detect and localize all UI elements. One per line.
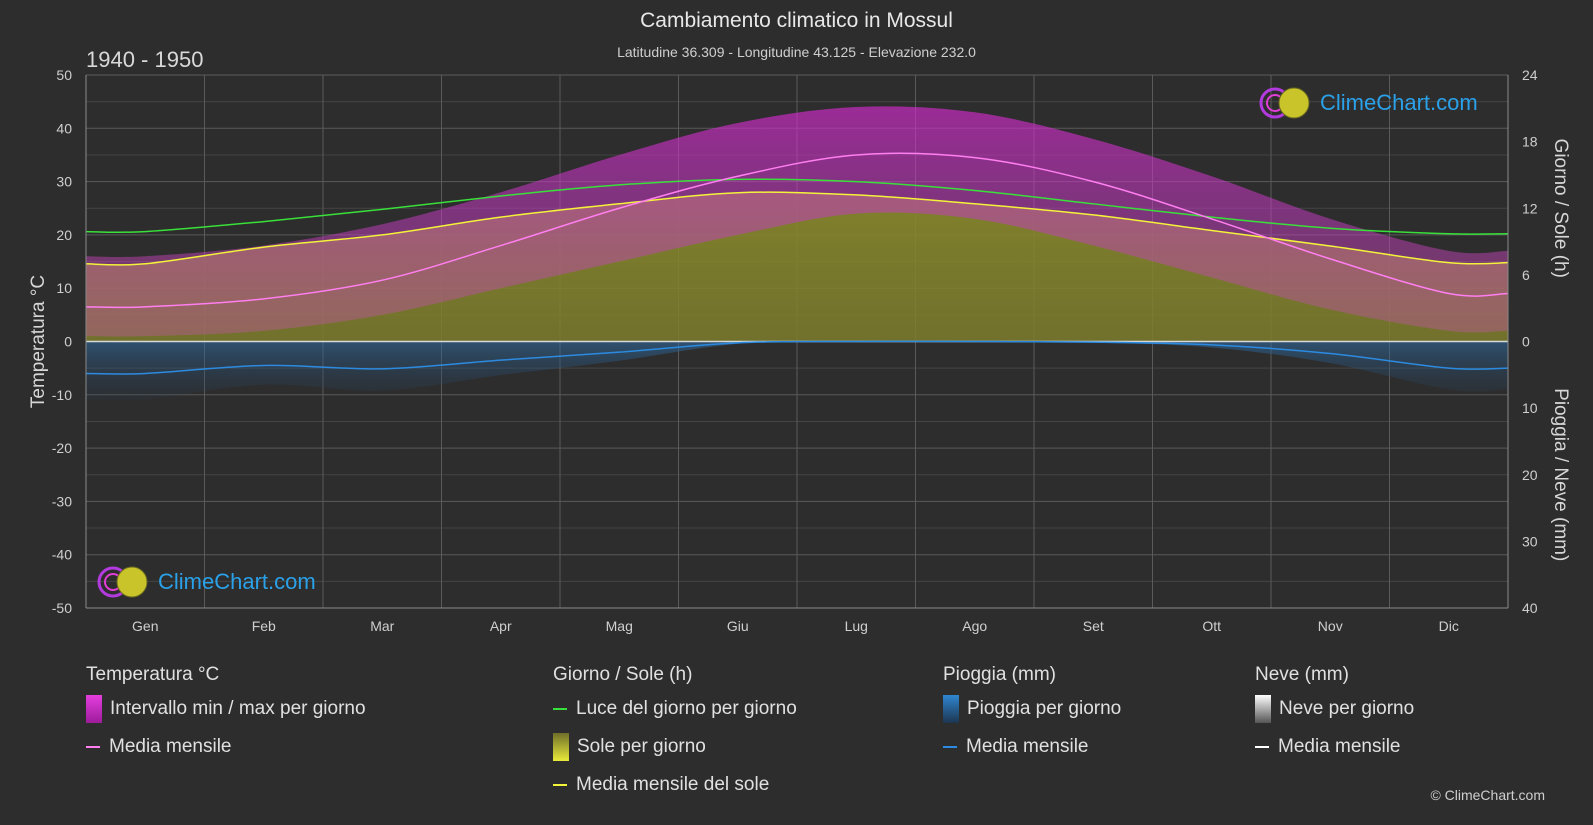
logo-top[interactable]: ClimeChart.com: [1258, 86, 1478, 120]
legend-item: Pioggia per giorno: [943, 690, 1121, 728]
legend-label: Media mensile: [109, 736, 232, 757]
plot-area: 50 40 30 20 10 0 -10 -20 -30 -40 -50 24 18 12 6 0 10 20 30…: [28, 67, 1571, 634]
right-tick-label-sun: 12: [1522, 200, 1538, 216]
left-tick-label: 10: [56, 280, 72, 296]
left-tick-label: 50: [56, 67, 72, 83]
month-label: Mar: [370, 618, 394, 634]
logo-bottom[interactable]: ClimeChart.com: [96, 565, 316, 599]
legend-label: Pioggia per giorno: [967, 698, 1122, 719]
right-tick-label-sun: 24: [1522, 67, 1538, 83]
left-tick-label: -20: [52, 440, 72, 456]
legend-snow: Neve (mm) Neve per giorno Media mensile: [1255, 664, 1414, 766]
rain-mean-line: [85, 340, 1509, 375]
sun-mean-swatch: [553, 784, 567, 786]
month-label: Ago: [962, 618, 987, 634]
legend-item: Media mensile del sole: [553, 766, 797, 804]
legend-item: Neve per giorno: [1255, 690, 1414, 728]
legend-title: Neve (mm): [1255, 664, 1349, 685]
left-tick-label: -50: [52, 600, 72, 616]
rain-swatch: [943, 695, 959, 723]
month-label: Ott: [1202, 618, 1221, 634]
daylight-swatch: [553, 708, 567, 710]
month-label: Lug: [845, 618, 868, 634]
right-tick-label-sun: 18: [1522, 134, 1538, 150]
snow-mean-swatch: [1255, 746, 1269, 748]
right-tick-label-precip: 10: [1522, 400, 1538, 416]
legend-label: Neve per giorno: [1279, 698, 1415, 719]
left-tick-label: -40: [52, 547, 72, 563]
snow-swatch: [1255, 695, 1271, 723]
legend-label: Media mensile: [1278, 736, 1401, 757]
legend-item: Sole per giorno: [553, 728, 797, 766]
left-tick-label: 0: [64, 334, 72, 350]
left-axis-title: Temperatura °C: [28, 275, 49, 408]
legend-item: Media mensile: [86, 728, 366, 766]
legend-item: Luce del giorno per giorno: [553, 690, 797, 728]
logo-text: ClimeChart.com: [158, 569, 316, 594]
left-tick-label: -30: [52, 493, 72, 509]
chart-title: Cambiamento climatico in Mossul: [640, 9, 953, 32]
period-label: 1940 - 1950: [86, 47, 204, 72]
sun-mean-line: [85, 191, 1509, 266]
legend-sun: Giorno / Sole (h) Luce del giorno per gi…: [553, 664, 797, 804]
logo-globe-icon: [1259, 87, 1310, 119]
left-tick-label: -10: [52, 387, 72, 403]
right-tick-label-precip: 30: [1522, 533, 1538, 549]
month-label: Nov: [1318, 618, 1343, 634]
legend-item: Media mensile: [1255, 728, 1414, 766]
right-bottom-axis-title: Pioggia / Neve (mm): [1550, 388, 1571, 561]
right-tick-label-precip: 40: [1522, 600, 1538, 616]
legend-item: Media mensile: [943, 728, 1121, 766]
left-tick-label: 40: [56, 120, 72, 136]
daylight-line: [85, 178, 1509, 235]
month-label: Feb: [252, 618, 276, 634]
temp-range-swatch: [86, 695, 102, 723]
legend-label: Luce del giorno per giorno: [576, 698, 797, 719]
month-label: Dic: [1439, 618, 1459, 634]
legend-label: Media mensile del sole: [576, 774, 770, 795]
logo-globe-icon: [97, 566, 148, 598]
right-tick-label-sun: 6: [1522, 267, 1530, 283]
rain-area: [86, 341, 1508, 401]
temperature-range-band: [86, 106, 1508, 337]
chart-subtitle: Latitudine 36.309 - Longitudine 43.125 -…: [617, 44, 976, 60]
legend-title: Temperatura °C: [86, 664, 220, 685]
legend-title: Pioggia (mm): [943, 664, 1056, 685]
temp-mean-swatch: [86, 746, 100, 748]
month-label: Gen: [132, 618, 158, 634]
temperature-mean-line: [85, 152, 1509, 309]
right-top-axis-title: Giorno / Sole (h): [1550, 139, 1571, 278]
month-label: Apr: [490, 618, 512, 634]
month-label: Mag: [606, 618, 633, 634]
right-tick-label-sun: 0: [1522, 334, 1530, 350]
sunshine-swatch: [553, 733, 569, 761]
month-label: Giu: [727, 618, 749, 634]
month-label: Set: [1083, 618, 1104, 634]
rain-mean-swatch: [943, 746, 957, 748]
right-tick-label-precip: 20: [1522, 467, 1538, 483]
legend-label: Sole per giorno: [577, 736, 706, 757]
legend-item: Intervallo min / max per giorno: [86, 690, 366, 728]
legend-label: Intervallo min / max per giorno: [110, 698, 366, 719]
legend-temperature: Temperatura °C Intervallo min / max per …: [86, 664, 366, 766]
left-tick-label: 30: [56, 174, 72, 190]
copyright: © ClimeChart.com: [1430, 787, 1545, 803]
left-tick-label: 20: [56, 227, 72, 243]
legend-label: Media mensile: [966, 736, 1089, 757]
legend-title: Giorno / Sole (h): [553, 664, 693, 685]
legend-rain: Pioggia (mm) Pioggia per giorno Media me…: [943, 664, 1121, 766]
logo-text: ClimeChart.com: [1320, 90, 1478, 115]
